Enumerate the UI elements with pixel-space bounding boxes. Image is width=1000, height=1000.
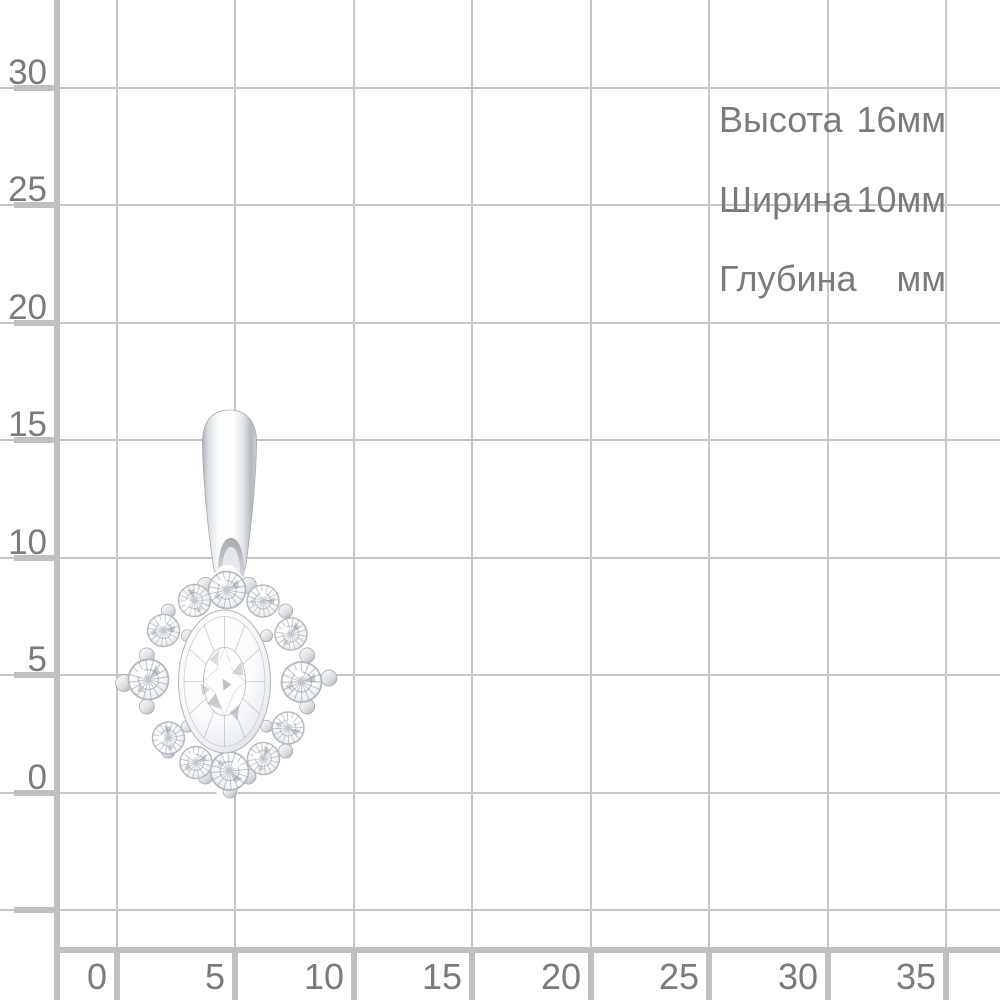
y-axis-tick	[14, 555, 57, 561]
x-axis-tick	[469, 947, 475, 1000]
x-axis-line	[54, 947, 1000, 953]
y-axis-line	[54, 0, 60, 1000]
v-gridline	[827, 0, 829, 948]
v-gridline	[471, 0, 473, 948]
dimension-label: Глубина	[719, 258, 857, 299]
center-oval-stone	[178, 609, 271, 754]
v-gridline	[116, 0, 118, 948]
y-axis-label: 15	[8, 405, 47, 444]
x-axis-label: 0	[86, 956, 107, 997]
x-axis-label: 5	[204, 956, 225, 997]
x-axis-tick	[351, 947, 357, 1000]
dimension-label: Ширина	[719, 179, 853, 220]
y-axis-label: 30	[8, 53, 47, 92]
x-axis-label: 20	[540, 956, 581, 997]
pendant-product-photo	[115, 409, 338, 799]
x-axis-label: 10	[303, 956, 344, 997]
x-axis-label: 30	[777, 956, 818, 997]
y-axis-label: 10	[8, 523, 47, 562]
v-gridline	[590, 0, 592, 948]
y-axis-tick	[14, 437, 57, 443]
y-axis-tick	[14, 790, 57, 796]
x-axis-tick	[706, 947, 712, 1000]
x-axis-tick	[588, 947, 594, 1000]
h-gridline	[0, 792, 1000, 794]
y-axis-tick	[14, 202, 57, 208]
h-gridline	[0, 439, 1000, 441]
dimension-label: Высота	[719, 99, 843, 140]
h-gridline	[0, 674, 1000, 676]
dimension-value: 16мм	[856, 99, 946, 140]
dimension-value: мм	[896, 258, 947, 299]
h-gridline	[0, 87, 1000, 89]
h-gridline	[0, 909, 1000, 911]
v-gridline	[708, 0, 710, 948]
y-axis-label: 25	[8, 170, 47, 209]
y-axis-label: 0	[27, 758, 47, 797]
y-axis-tick	[14, 907, 57, 913]
h-gridline	[0, 557, 1000, 559]
x-axis-label: 25	[658, 956, 699, 997]
x-axis-label: 15	[421, 956, 462, 997]
x-axis-tick	[825, 947, 831, 1000]
y-axis-label: 20	[8, 288, 47, 327]
x-axis-label: 35	[895, 956, 936, 997]
x-axis-tick	[114, 947, 120, 1000]
h-gridline	[0, 322, 1000, 324]
x-axis-tick	[943, 947, 949, 1000]
dimension-value: 10мм	[856, 179, 946, 220]
v-gridline	[945, 0, 947, 948]
pendant-bail	[202, 409, 257, 584]
y-axis-label: 5	[27, 640, 47, 679]
y-axis-tick	[14, 85, 57, 91]
h-gridline	[0, 204, 1000, 206]
v-gridline	[353, 0, 355, 948]
y-axis-tick	[14, 672, 57, 678]
y-axis-tick	[14, 320, 57, 326]
x-axis-tick	[232, 947, 238, 1000]
